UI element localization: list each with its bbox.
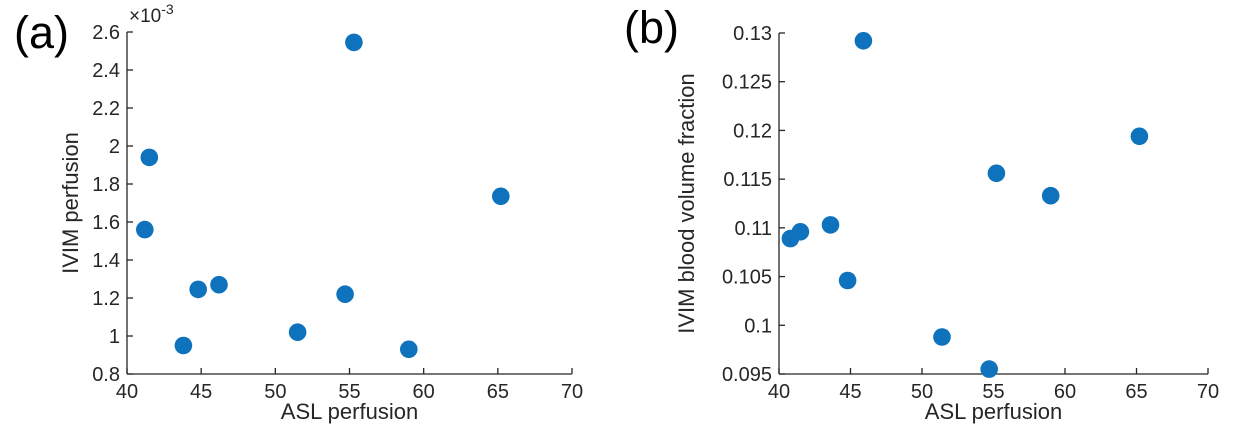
scatter-point xyxy=(854,32,873,50)
y-tick-label: 0.13 xyxy=(733,23,772,45)
y-tick-label: 2.6 xyxy=(92,22,120,44)
scatter-point xyxy=(987,164,1006,183)
scatter-point xyxy=(288,323,307,342)
y-tick-label: 2.2 xyxy=(92,98,120,120)
x-tick-label: 65 xyxy=(1125,381,1147,403)
x-tick-label: 45 xyxy=(190,381,212,403)
scatter-point xyxy=(791,223,810,241)
x-tick-label: 55 xyxy=(982,381,1004,403)
x-tick-label: 50 xyxy=(264,381,286,403)
y-tick-label: 2 xyxy=(109,136,120,158)
scatter-point xyxy=(140,148,159,167)
scatter-point xyxy=(136,220,154,239)
x-axis-label: ASL perfusion xyxy=(281,399,418,424)
x-axis-label: ASL perfusion xyxy=(925,399,1062,424)
panel-b-scatter-chart: 40 45 50 55 60 65 70 0.095 0.1 0.105 0.11 0.115 0.12… xyxy=(674,23,1219,424)
scatter-point xyxy=(1041,186,1060,205)
x-tick-label: 70 xyxy=(561,381,583,403)
x-tick-label: 60 xyxy=(413,381,435,403)
scatter-point xyxy=(821,216,840,234)
panel-a-letter-label: (a) xyxy=(14,7,69,58)
y-axis-label: IVIM blood volume fraction xyxy=(674,73,699,333)
x-tick-label: 60 xyxy=(1054,381,1076,403)
y-tick-label: 0.12 xyxy=(733,120,772,142)
panel-b-letter-label: (b) xyxy=(624,2,679,53)
y-tick-label: 1.8 xyxy=(92,174,120,196)
x-tick-label: 40 xyxy=(768,381,790,403)
x-tick-label: 65 xyxy=(487,381,509,403)
y-tick-label: 0.125 xyxy=(722,72,772,94)
y-tick-label: 0.11 xyxy=(735,218,772,240)
y-tick-label: 1 xyxy=(109,326,120,348)
y-tick-label: 1.6 xyxy=(92,212,120,234)
scatter-point xyxy=(345,33,363,52)
y-axis-exponent-label: ×10-3 xyxy=(129,1,174,27)
x-tick-label: 70 xyxy=(1197,381,1219,403)
y-tick-label: 0.095 xyxy=(722,364,772,386)
x-tick-label: 50 xyxy=(911,381,933,403)
x-tick-label: 45 xyxy=(839,381,861,403)
x-tick-label: 40 xyxy=(116,381,138,403)
scatter-point xyxy=(933,328,951,346)
y-tick-label: 1.4 xyxy=(92,250,120,272)
y-tick-label: 2.4 xyxy=(92,60,120,82)
y-tick-label: 0.105 xyxy=(722,267,772,289)
y-tick-label: 0.8 xyxy=(92,364,120,386)
scatter-point xyxy=(492,187,510,206)
scatter-point xyxy=(400,340,418,359)
y-tick-label: 0.1 xyxy=(744,315,772,337)
scatter-point xyxy=(1130,127,1149,146)
y-tick-label: 0.115 xyxy=(723,169,772,191)
x-tick-label: 55 xyxy=(338,381,360,403)
scatter-point xyxy=(189,280,207,299)
scatter-point xyxy=(210,275,228,294)
scatter-point xyxy=(980,360,998,378)
y-tick-label: 1.2 xyxy=(92,288,120,310)
scatter-point xyxy=(838,271,857,290)
scatter-point xyxy=(336,285,354,304)
y-axis-label: IVIM perfusion xyxy=(58,132,83,274)
panel-a-scatter-chart: 40 45 50 55 60 65 70 0.8 1 1.2 1.4 1.6 1.8 2 2.2 2.4 2.6… xyxy=(58,1,583,424)
scatter-point xyxy=(174,336,193,355)
